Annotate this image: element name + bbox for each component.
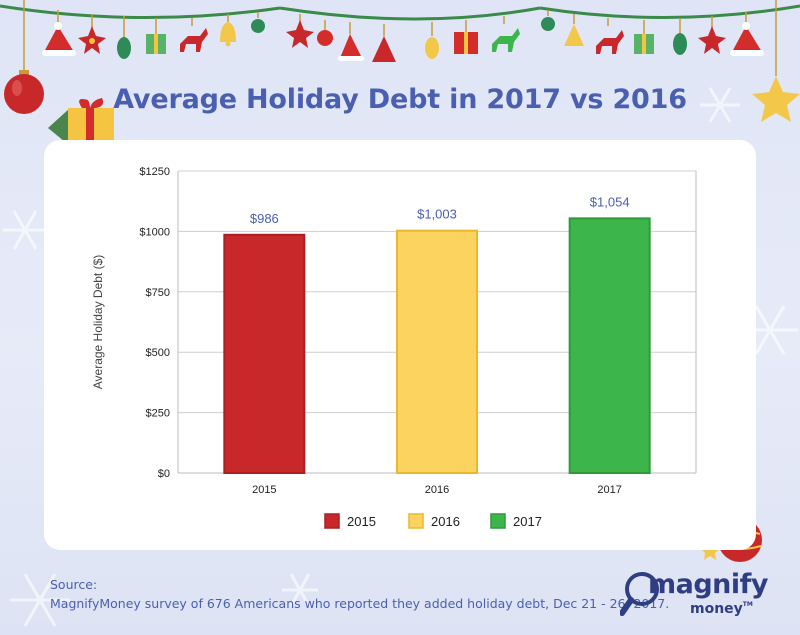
x-tick-label: 2016 [425, 484, 449, 496]
logo-sub-text: money [690, 601, 743, 617]
legend-swatch-2016 [408, 513, 424, 529]
poinsettia-icon [698, 16, 726, 54]
y-tick-label: $750 [146, 287, 170, 299]
gift-icon [48, 98, 114, 146]
legend-swatch-2017 [490, 513, 506, 529]
pinecone-icon [117, 16, 131, 59]
y-tick-label: $1000 [139, 226, 170, 238]
santa-hat-icon [42, 10, 76, 56]
bar-2016 [396, 229, 478, 474]
data-label: $1,054 [590, 194, 630, 209]
legend-label: 2015 [347, 514, 376, 529]
data-label: $986 [250, 211, 279, 226]
reindeer-icon [180, 18, 208, 52]
magnifier-icon [620, 572, 659, 616]
logo-wordmark: magnify [648, 569, 769, 600]
logo-sub: moneyTM [690, 601, 753, 617]
tree-icon [372, 24, 396, 62]
y-axis-label: Average Holiday Debt ($) [91, 255, 105, 390]
star-icon [752, 0, 800, 122]
y-tick-label: $0 [158, 468, 170, 480]
bar-chart: $0 $250 $500 $750 $1000 $1250 Average Holiday … [91, 166, 697, 529]
x-tick-label: 2015 [252, 484, 276, 496]
bar-2015 [223, 233, 306, 475]
bar-2017 [568, 217, 651, 474]
gift-icon [454, 20, 478, 54]
chart-card: $0 $250 $500 $750 $1000 $1250 Average Holiday … [44, 140, 756, 550]
santa-hat-icon [338, 22, 364, 61]
gift-icon [146, 18, 166, 54]
logo-trademark: TM [742, 601, 753, 608]
bell-icon [220, 14, 236, 47]
poinsettia-icon [286, 14, 314, 48]
ornament-icon [317, 20, 333, 46]
pinecone-icon [425, 22, 439, 59]
source-text: MagnifyMoney survey of 676 Americans who… [50, 596, 670, 611]
legend-label: 2016 [431, 514, 460, 529]
legend-swatch-2015 [324, 513, 340, 529]
reindeer-icon [596, 18, 624, 54]
chart-title: Average Holiday Debt in 2017 vs 2016 [113, 84, 687, 115]
legend-label: 2017 [513, 514, 542, 529]
ornament-icon [541, 10, 555, 31]
santa-hat-icon [730, 12, 764, 56]
data-label: $1,003 [417, 207, 457, 222]
y-tick-label: $250 [146, 408, 170, 420]
pinecone-icon [673, 18, 687, 55]
ornament-icon [4, 0, 44, 114]
y-tick-label: $500 [146, 347, 170, 359]
poinsettia-icon [78, 14, 106, 54]
snowflake-icon [3, 87, 798, 627]
x-tick-label: 2017 [597, 484, 621, 496]
ornament-icon [251, 12, 265, 33]
y-tick-label: $1250 [139, 166, 170, 178]
reindeer-icon [492, 16, 520, 52]
source-label: Source: [50, 577, 98, 592]
magnifymoney-logo: magnify moneyTM [620, 565, 770, 625]
tree-icon [564, 14, 584, 46]
gift-icon [634, 20, 654, 54]
